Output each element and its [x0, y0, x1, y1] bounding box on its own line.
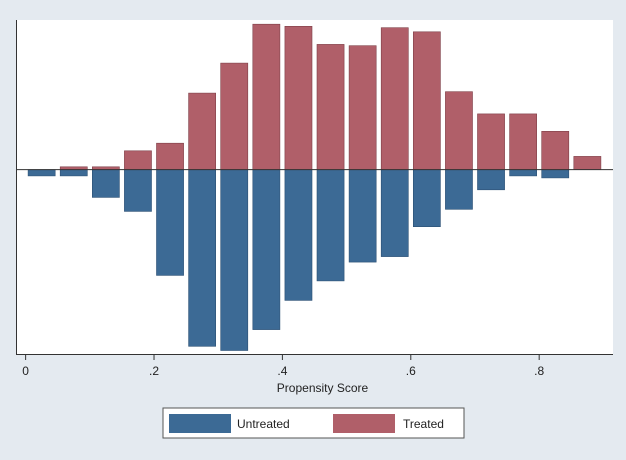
bar-treated-8: [284, 25, 313, 170]
untreated-bars: [27, 169, 570, 351]
bar-treated-13: [445, 91, 473, 170]
bar-untreated-1: [59, 169, 88, 177]
bar-untreated-15: [509, 169, 538, 177]
bar-untreated-6: [220, 169, 249, 351]
bar-untreated-12: [412, 169, 441, 228]
bar-untreated-0: [27, 169, 56, 177]
legend-label-untreated: Untreated: [237, 417, 290, 431]
x-tick-label: .2: [149, 364, 159, 378]
x-tick-label: .4: [277, 364, 287, 378]
bar-untreated-10: [348, 169, 377, 263]
bar-untreated-11: [380, 169, 409, 257]
bar-treated-16: [541, 131, 570, 170]
x-axis-title: Propensity Score: [277, 381, 369, 395]
x-tick-label: .6: [406, 364, 416, 378]
legend-label-treated: Treated: [403, 417, 444, 431]
bar-treated-15: [509, 113, 538, 170]
legend: Untreated Treated: [162, 407, 465, 439]
bar-untreated-14: [477, 169, 505, 191]
bar-untreated-16: [541, 169, 570, 179]
bar-treated-14: [477, 113, 505, 170]
bar-treated-12: [412, 31, 441, 170]
bar-untreated-3: [124, 169, 152, 212]
bar-untreated-2: [92, 169, 120, 198]
bar-treated-4: [156, 142, 184, 170]
legend-swatch-untreated: [169, 414, 231, 433]
legend-swatch-treated: [333, 414, 395, 433]
bar-treated-10: [348, 45, 377, 170]
bar-treated-6: [220, 62, 249, 170]
x-tick-label: .8: [534, 364, 544, 378]
bar-treated-17: [573, 156, 602, 170]
bar-untreated-8: [284, 169, 313, 301]
bar-treated-9: [316, 44, 345, 171]
bar-treated-11: [380, 27, 409, 170]
bar-treated-3: [124, 150, 152, 170]
bar-untreated-13: [445, 169, 473, 210]
bar-untreated-5: [188, 169, 217, 347]
x-tick-label: 0: [22, 364, 29, 378]
x-axis-ticks: 0 .2 .4 .6 .8: [22, 354, 545, 378]
treated-bars: [59, 23, 602, 171]
bar-treated-7: [252, 23, 281, 170]
bar-untreated-7: [252, 169, 281, 330]
bar-untreated-4: [156, 169, 184, 276]
bar-untreated-9: [316, 169, 345, 282]
bar-treated-5: [188, 92, 217, 170]
